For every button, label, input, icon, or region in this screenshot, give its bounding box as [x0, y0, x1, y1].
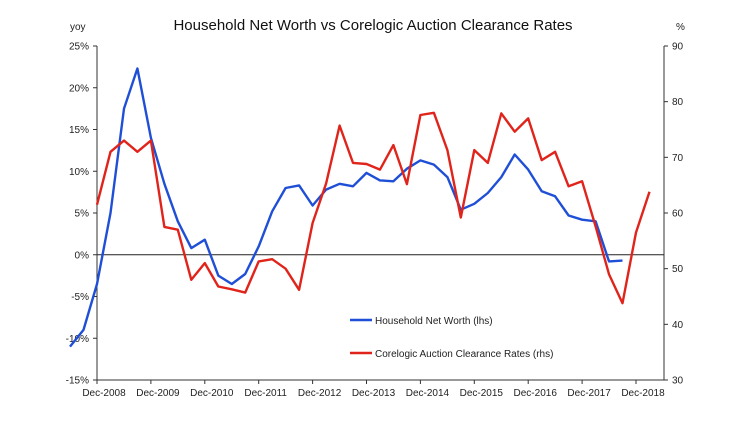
series-layer: [69, 67, 651, 348]
right-tick-label: 60: [672, 209, 684, 220]
left-axis-ticks: 25%20%15%10%5%0%-5%-10%-15%: [66, 42, 97, 387]
chart-title: Household Net Worth vs Corelogic Auction…: [173, 17, 572, 34]
right-tick-label: 30: [672, 376, 684, 387]
left-tick-label: 25%: [69, 42, 89, 53]
x-tick-label: Dec-2015: [460, 388, 504, 399]
x-tick-label: Dec-2013: [352, 388, 396, 399]
left-tick-label: 15%: [69, 125, 89, 136]
left-tick-label: 20%: [69, 83, 89, 94]
left-tick-label: -5%: [71, 292, 89, 303]
left-axis-unit: yoy: [70, 22, 86, 33]
right-tick-label: 70: [672, 153, 684, 164]
left-tick-label: -15%: [66, 376, 89, 387]
left-tick-label: 5%: [75, 209, 90, 220]
x-tick-label: Dec-2009: [136, 388, 180, 399]
x-tick-label: Dec-2017: [567, 388, 611, 399]
right-tick-label: 50: [672, 264, 684, 275]
legend-label-net-worth: Household Net Worth (lhs): [375, 316, 493, 327]
x-tick-label: Dec-2012: [298, 388, 342, 399]
x-tick-label: Dec-2010: [190, 388, 234, 399]
left-tick-label: 10%: [69, 167, 89, 178]
axes: [96, 46, 665, 381]
right-tick-label: 90: [672, 42, 684, 53]
legend: Household Net Worth (lhs) Corelogic Auct…: [350, 316, 553, 360]
series-line-net-worth: [69, 67, 623, 348]
right-axis-ticks: 90 80 70 60 50 40 30: [664, 42, 684, 387]
right-tick-label: 80: [672, 97, 684, 108]
x-tick-label: Dec-2016: [514, 388, 558, 399]
x-tick-label: Dec-2018: [621, 388, 665, 399]
x-tick-label: Dec-2008: [82, 388, 126, 399]
legend-label-clearance: Corelogic Auction Clearance Rates (rhs): [375, 349, 553, 360]
right-tick-label: 40: [672, 320, 684, 331]
x-tick-label: Dec-2014: [406, 388, 450, 399]
series-line-clearance: [95, 111, 651, 305]
right-axis-unit: %: [676, 22, 685, 33]
x-tick-label: Dec-2011: [244, 388, 287, 399]
x-axis-ticks: Dec-2008 Dec-2009 Dec-2010 Dec-2011 Dec-2012…: [82, 380, 665, 399]
left-tick-label: 0%: [75, 250, 90, 261]
